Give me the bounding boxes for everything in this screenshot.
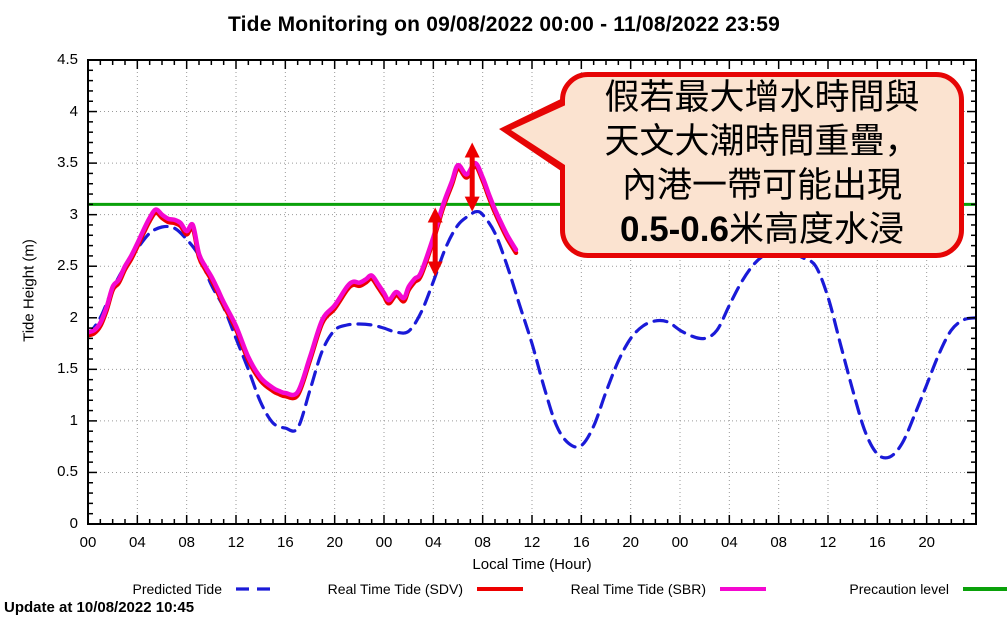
- legend-label-predicted-tide: Predicted Tide: [132, 581, 223, 597]
- x-tick-label: 12: [227, 534, 245, 551]
- x-tick-label: 20: [622, 534, 639, 551]
- x-tick-label: 04: [128, 534, 146, 551]
- y-tick-label: 2.5: [57, 257, 78, 275]
- x-tick-label: 00: [79, 534, 97, 551]
- x-tick-label: 08: [770, 534, 787, 551]
- callout-bubble: [560, 72, 964, 258]
- callout-line-2: 天文大潮時間重疊，: [604, 122, 920, 161]
- x-tick-label: 12: [819, 534, 837, 551]
- x-tick-label: 16: [572, 534, 590, 551]
- legend-label-real-time-sdv: Real Time Tide (SDV): [327, 581, 463, 597]
- callout-tail-fill: [511, 104, 568, 167]
- y-tick-label: 4.5: [57, 51, 78, 68]
- y-tick-label: 3: [69, 205, 78, 223]
- x-axis-title: Local Time (Hour): [472, 556, 592, 573]
- y-tick-label: 3.5: [57, 154, 78, 172]
- y-tick-label: 0: [69, 515, 78, 532]
- callout-text: 假若最大增水時間與 天文大潮時間重疊， 內港一帶可能出現 0.5-0.6米高度水…: [560, 76, 964, 252]
- callout-line-4-rest: 米高度水浸: [728, 210, 904, 249]
- x-tick-label: 20: [918, 534, 935, 551]
- chart-title: Tide Monitoring on 09/08/2022 00:00 - 11…: [227, 13, 780, 36]
- x-tick-label: 16: [276, 534, 294, 551]
- y-tick-label: 2: [69, 308, 78, 326]
- x-tick-label: 04: [424, 534, 442, 551]
- callout-flood-range: 0.5-0.6: [620, 210, 729, 249]
- x-tick-label: 04: [720, 534, 738, 551]
- y-tick-label: 1.5: [57, 360, 78, 378]
- y-tick-label: 1: [69, 411, 78, 429]
- x-tick-label: 08: [474, 534, 491, 551]
- x-tick-label: 00: [375, 534, 393, 551]
- legend-label-real-time-sbr: Real Time Tide (SBR): [570, 581, 706, 597]
- y-tick-label: 0.5: [57, 463, 78, 481]
- x-tick-label: 20: [326, 534, 343, 551]
- y-axis-title: Tide Height (m): [20, 239, 38, 342]
- x-tick-label: 16: [868, 534, 886, 551]
- callout-line-1: 假若最大增水時間與: [604, 78, 920, 117]
- callout-line-4: 0.5-0.6米高度水浸: [560, 208, 964, 252]
- x-tick-label: 00: [671, 534, 689, 551]
- legend-label-precaution-level: Precaution level: [849, 581, 949, 597]
- x-tick-label: 12: [523, 534, 541, 551]
- update-timestamp: Update at 10/08/2022 10:45: [4, 599, 195, 616]
- y-tick-label: 4: [69, 102, 78, 120]
- x-tick-label: 08: [178, 534, 195, 551]
- callout-line-3: 內港一帶可能出現: [621, 166, 902, 205]
